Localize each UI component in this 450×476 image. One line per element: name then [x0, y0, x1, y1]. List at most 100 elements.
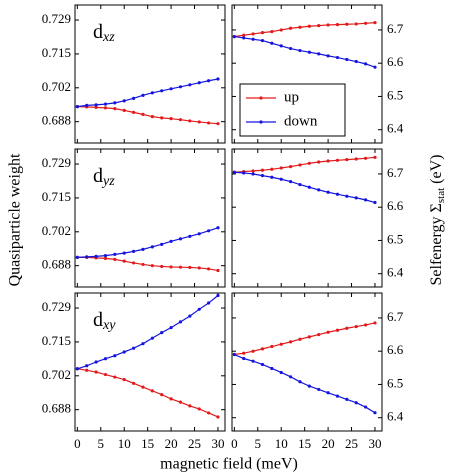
data-point — [216, 122, 220, 126]
data-line — [77, 78, 219, 108]
data-point — [354, 59, 358, 64]
data-point — [373, 155, 377, 159]
data-point — [298, 163, 302, 167]
y-tick-label: 0.702 — [42, 79, 71, 94]
data-point — [260, 174, 265, 178]
legend-label: down — [284, 113, 318, 129]
panel-label-main: d — [93, 309, 103, 331]
data-point — [288, 26, 293, 30]
data-point — [216, 415, 220, 419]
data-point — [103, 256, 108, 260]
data-point — [122, 251, 126, 255]
y-tick-label: 0.715 — [42, 189, 71, 204]
data-point — [103, 357, 108, 361]
panel-label-sub: xy — [102, 318, 116, 333]
panel-label: dyz — [93, 165, 115, 190]
data-point — [270, 175, 274, 179]
y-tick-label: 0.688 — [42, 113, 71, 128]
data-point — [251, 32, 255, 36]
y-tick-label: 0.729 — [42, 155, 71, 170]
data-point — [169, 117, 173, 121]
data-line — [77, 227, 219, 258]
data-point — [178, 320, 183, 324]
data-point — [94, 103, 98, 107]
data-point — [373, 411, 377, 415]
data-point — [160, 264, 164, 269]
panel-label-main: d — [93, 165, 103, 187]
data-point — [160, 393, 164, 397]
data-point — [335, 328, 340, 332]
x-tick-label: 15 — [298, 436, 311, 451]
data-point — [197, 120, 201, 124]
data-point — [335, 394, 340, 398]
data-point — [326, 330, 330, 334]
data-point — [188, 234, 192, 238]
data-point — [270, 344, 274, 349]
data-point — [113, 101, 117, 105]
panel-label-sub: xz — [102, 30, 115, 45]
data-point — [251, 169, 255, 173]
data-point — [197, 307, 201, 311]
data-point — [288, 340, 293, 344]
data-point — [232, 352, 236, 357]
data-point — [232, 34, 236, 39]
x-tick-label: 10 — [118, 436, 131, 451]
legend-box — [239, 83, 346, 137]
data-point — [307, 24, 311, 28]
y-tick-label: 6.6 — [387, 342, 404, 357]
data-point — [141, 262, 145, 267]
data-point — [298, 337, 302, 341]
data-point — [188, 119, 192, 123]
data-point — [141, 385, 145, 389]
y-tick-label: 0.729 — [42, 11, 71, 26]
data-point — [188, 314, 192, 318]
data-point — [94, 360, 98, 364]
y-tick-label: 6.4 — [387, 265, 404, 280]
data-point — [363, 198, 368, 202]
data-point — [307, 50, 311, 54]
data-point — [188, 404, 192, 408]
data-point — [122, 108, 126, 112]
data-point — [197, 232, 201, 236]
data-point — [122, 350, 126, 354]
x-tick-label: 25 — [345, 436, 358, 451]
data-point — [363, 21, 368, 25]
data-point — [298, 25, 302, 29]
y-tick-label: 0.688 — [42, 257, 71, 272]
data-point — [242, 351, 246, 355]
data-point — [288, 179, 293, 184]
data-point — [122, 377, 126, 382]
data-line — [77, 106, 219, 125]
y-tick-label: 0.688 — [42, 401, 71, 416]
y2-label-end: (eV) — [428, 155, 445, 184]
data-point — [141, 93, 145, 97]
data-point — [122, 99, 126, 103]
data-point — [335, 55, 340, 60]
y-tick-label: 0.729 — [42, 299, 71, 314]
data-point — [251, 172, 255, 176]
data-point — [251, 37, 255, 41]
data-point — [354, 196, 358, 200]
data-point — [270, 41, 274, 45]
data-point — [160, 89, 164, 93]
data-point — [206, 267, 211, 271]
data-point — [178, 118, 183, 122]
panel-label-sub: yz — [101, 174, 115, 189]
data-point — [94, 254, 98, 258]
y-tick-label: 6.5 — [387, 375, 403, 390]
y-tick-label: 6.6 — [387, 54, 404, 69]
data-point — [260, 30, 265, 35]
data-point — [169, 265, 173, 269]
data-point — [206, 79, 211, 83]
data-point — [150, 336, 154, 340]
data-line — [234, 353, 376, 414]
data-point — [307, 384, 311, 388]
y-tick-label: 0.702 — [42, 223, 71, 238]
data-point — [131, 249, 136, 253]
data-point — [141, 247, 145, 251]
data-point — [317, 24, 321, 28]
plot-frame — [74, 4, 226, 144]
data-point — [279, 44, 283, 48]
data-point — [298, 48, 302, 53]
data-line — [77, 368, 219, 418]
